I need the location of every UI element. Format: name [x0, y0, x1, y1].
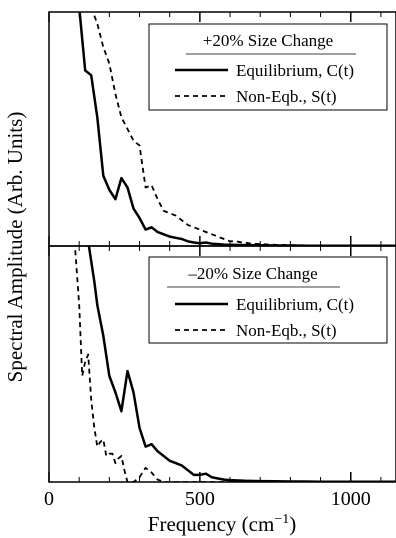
bottom-legend: –20% Size Change Equilibrium, C(t) Non-E…	[148, 256, 388, 344]
bottom-legend-box	[148, 256, 388, 344]
x-axis-ticks: 0 500 1000	[44, 12, 382, 510]
top-legend-label-equilibrium: Equilibrium, C(t)	[236, 61, 354, 80]
top-panel-series	[78, 12, 396, 246]
bottom-legend-label-equilibrium: Equilibrium, C(t)	[236, 295, 354, 314]
top-legend: +20% Size Change Equilibrium, C(t) Non-E…	[148, 23, 388, 111]
x-axis-title-close: )	[289, 512, 296, 536]
top-legend-label-noneqb: Non-Eqb., S(t)	[236, 87, 337, 106]
x-tick-label: 0	[44, 488, 54, 510]
x-tick-label: 1000	[331, 488, 371, 510]
top-series-equilibrium-line	[78, 12, 396, 246]
x-axis-title-main: Frequency (cm	[148, 512, 275, 536]
x-tick-label: 500	[185, 488, 215, 510]
y-axis-title: Spectral Amplitude (Arb. Units)	[3, 112, 27, 383]
top-legend-title: +20% Size Change	[203, 31, 333, 50]
bottom-legend-title: –20% Size Change	[187, 264, 317, 283]
top-series-noneqb-line	[91, 12, 396, 246]
x-axis-title-superscript: −1	[274, 512, 289, 527]
bottom-panel-series	[74, 246, 396, 482]
x-axis-title: Frequency (cm−1)	[148, 512, 296, 536]
bottom-series-noneqb-line	[74, 246, 396, 482]
bottom-legend-label-noneqb: Non-Eqb., S(t)	[236, 321, 337, 340]
bottom-series-equilibrium-line	[87, 246, 396, 482]
